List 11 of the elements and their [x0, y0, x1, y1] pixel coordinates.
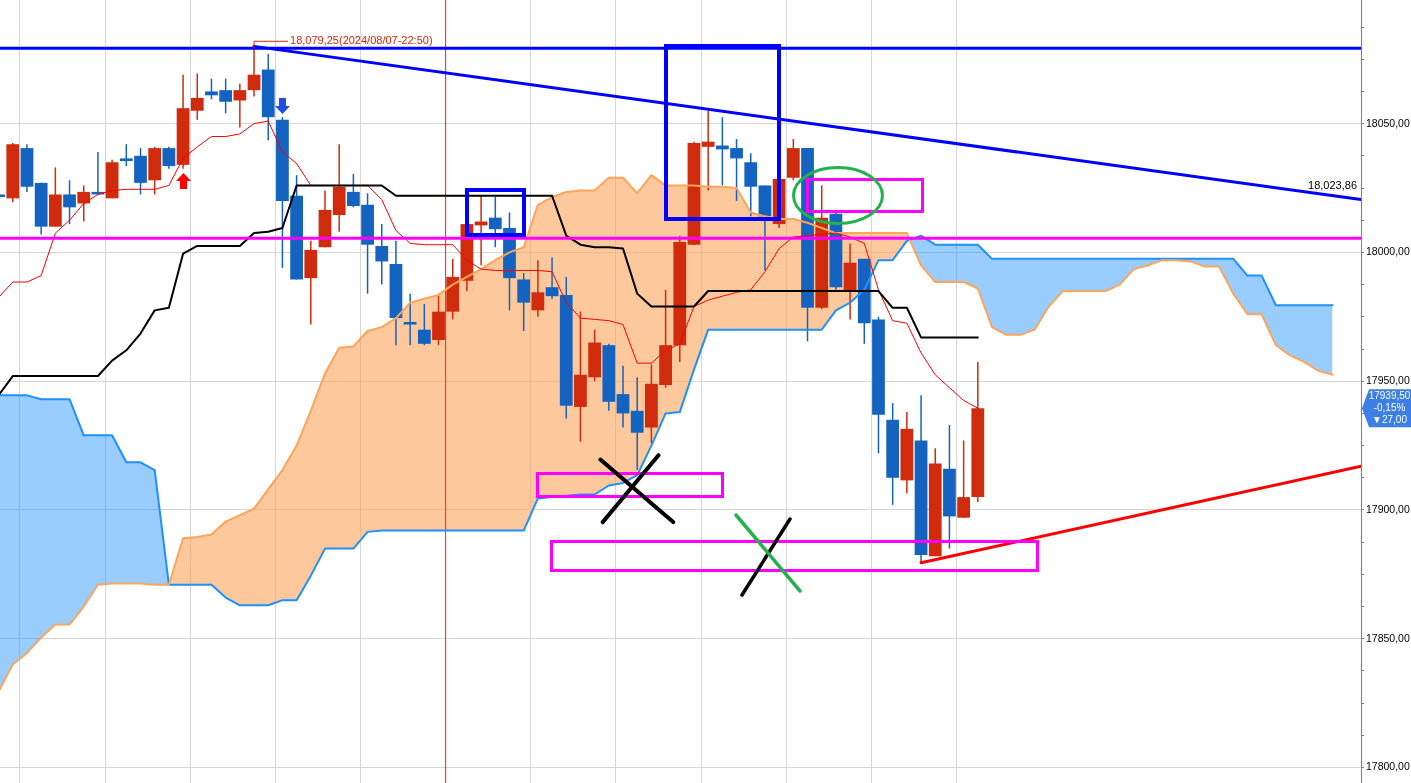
annotation: 18,023,86	[1308, 178, 1357, 191]
text: 17939,50	[1368, 389, 1411, 401]
annotation: 18,079,25(2024/08/07-22:50)	[290, 34, 433, 47]
y-tick-label: 18050,00	[1366, 116, 1410, 129]
y-tick-label: 17950,00	[1366, 374, 1410, 387]
y-tick-label: 17900,00	[1366, 502, 1410, 515]
y-tick-label: 18000,00	[1366, 245, 1410, 258]
y-tick-label: 17850,00	[1366, 631, 1410, 644]
y-tick-label: 17800,00	[1366, 760, 1410, 773]
text: -0,15%	[1373, 401, 1406, 413]
text: ▼27,00	[1372, 413, 1408, 425]
